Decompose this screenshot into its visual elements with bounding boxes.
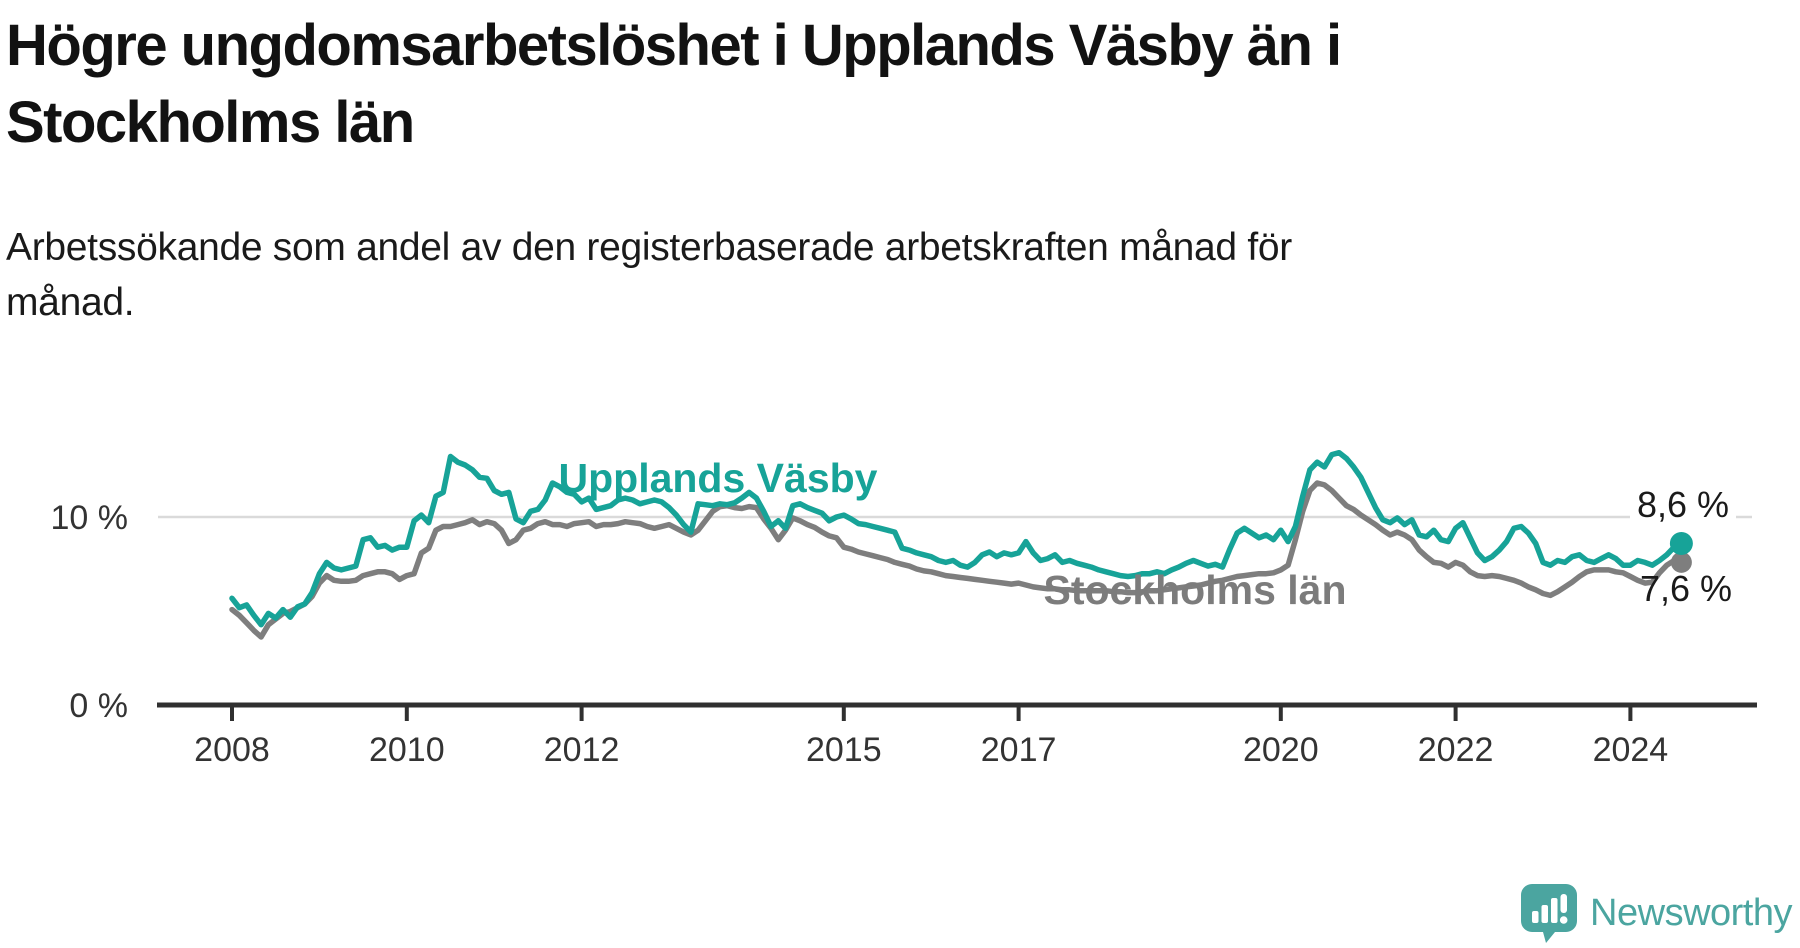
x-axis-ticks [230,706,1633,721]
title-line-2: Stockholms län [6,89,415,155]
series-label-stockholms-lan: Stockholms län [1043,567,1346,613]
x-axis-label-2017: 2017 [981,731,1057,769]
title-line-1: Högre ungdomsarbetslöshet i Upplands Väs… [6,13,1342,78]
subtitle-line-2: månad. [6,281,135,325]
end-dot-upplands-vasby [1669,531,1693,555]
x-axis-tick-labels: 2008 2010 2012 2015 2017 2020 2022 2024 [194,731,1668,769]
newsworthy-logo: Newsworthy [1519,882,1792,944]
value-label-background [1630,489,1736,520]
subtitle-line-1: Arbetssökande som andel av den registerb… [6,226,1292,269]
newsworthy-logo-text: Newsworthy [1590,891,1792,934]
x-axis-label-2012: 2012 [544,731,620,769]
x-axis-label-2008: 2008 [194,731,270,769]
y-axis-label-10pct: 10 % [51,499,129,537]
line-upplands-vasby [229,449,1685,628]
page-title: Högre ungdomsarbetslöshet i Upplands Väs… [6,8,1566,161]
line-stockholms-lan [229,480,1685,640]
chart-subtitle: Arbetssökande som andel av den registerb… [6,220,1706,331]
x-axis-label-2020: 2020 [1243,731,1319,769]
x-axis-label-2022: 2022 [1418,731,1494,769]
x-axis-label-2024: 2024 [1593,731,1669,769]
y-axis-label-0pct: 0 % [69,687,128,725]
value-label-stockholms-lan: 7,6 % [1640,568,1732,609]
series-label-upplands-vasby: Upplands Väsby [559,455,878,501]
x-axis-label-2015: 2015 [806,731,882,769]
end-dot-stockholms-lan [1670,551,1692,573]
newsworthy-bar-chart-bubble-icon [1521,884,1578,943]
x-axis-label-2010: 2010 [369,731,445,769]
value-label-upplands-vasby: 8,6 % [1637,484,1729,525]
